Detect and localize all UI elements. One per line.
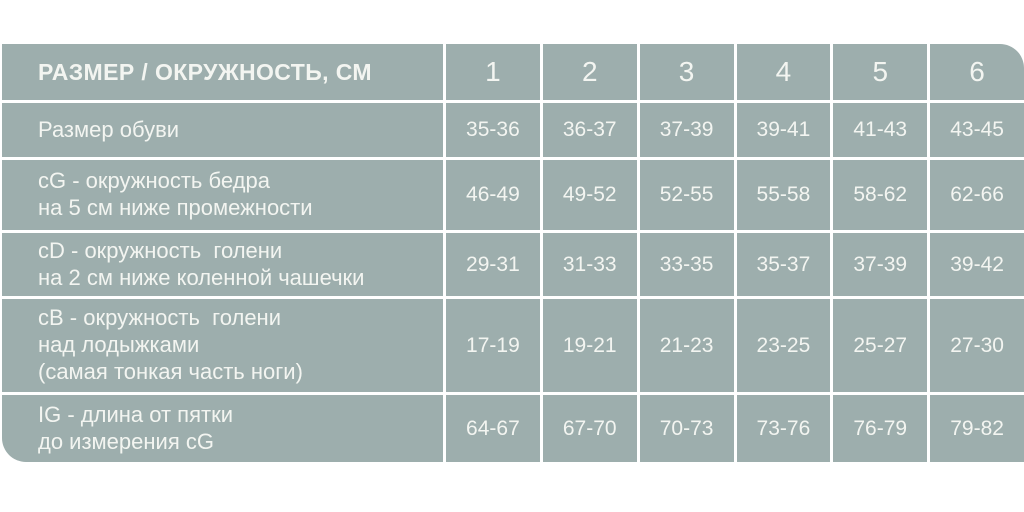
value-cell: 35-37 [736, 233, 831, 296]
column-header-3: 3 [639, 44, 734, 100]
value-cell: 70-73 [639, 395, 734, 462]
value-cell: 29-31 [446, 233, 540, 296]
row-label-shoe-size: Размер обуви [2, 103, 443, 157]
column-header-1: 1 [446, 44, 540, 100]
column-header-label: 6 [969, 56, 985, 87]
value-cell: 52-55 [639, 160, 734, 230]
row-label-text: cG - окружность бедра на 5 см ниже проме… [38, 168, 313, 220]
value-cell: 23-25 [736, 299, 831, 392]
value-cell: 27-30 [930, 299, 1024, 392]
value-cell: 43-45 [930, 103, 1024, 157]
row-label-cb-ankle: cB - окружность голени над лодыжками (са… [2, 299, 443, 392]
value-cell: 62-66 [930, 160, 1024, 230]
table-title: РАЗМЕР / ОКРУЖНОСТЬ, СМ [38, 58, 372, 85]
value-cell: 39-42 [930, 233, 1024, 296]
column-header-4: 4 [736, 44, 831, 100]
value-cell: 49-52 [542, 160, 637, 230]
value-cell: 64-67 [446, 395, 540, 462]
value-cell: 31-33 [542, 233, 637, 296]
column-header-5: 5 [833, 44, 928, 100]
column-header-label: 5 [872, 56, 889, 87]
column-header-label: 2 [581, 56, 598, 87]
value-cell: 58-62 [833, 160, 928, 230]
value-cell: 46-49 [446, 160, 540, 230]
column-header-2: 2 [542, 44, 637, 100]
value-cell: 19-21 [542, 299, 637, 392]
column-header-6: 6 [930, 44, 1024, 100]
value-cell: 25-27 [833, 299, 928, 392]
row-label-ig-length: IG - длина от пятки до измерения cG [2, 395, 443, 462]
value-cell: 67-70 [542, 395, 637, 462]
value-cell: 36-37 [542, 103, 637, 157]
value-cell: 37-39 [639, 103, 734, 157]
row-label-cg-thigh: cG - окружность бедра на 5 см ниже проме… [2, 160, 443, 230]
table-header-title-cell: РАЗМЕР / ОКРУЖНОСТЬ, СМ [2, 44, 443, 100]
row-label-cd-calf: cD - окружность голени на 2 см ниже коле… [2, 233, 443, 296]
size-table: РАЗМЕР / ОКРУЖНОСТЬ, СМ 1 2 3 4 5 6 Разм… [2, 44, 1024, 462]
column-header-label: 4 [775, 56, 792, 87]
value-cell: 33-35 [639, 233, 734, 296]
row-label-text: IG - длина от пятки до измерения cG [38, 401, 233, 454]
column-header-label: 1 [485, 56, 501, 87]
value-cell: 41-43 [833, 103, 928, 157]
row-label-text: cD - окружность голени на 2 см ниже коле… [38, 237, 365, 290]
value-cell: 35-36 [446, 103, 540, 157]
value-cell: 76-79 [833, 395, 928, 462]
value-cell: 73-76 [736, 395, 831, 462]
column-header-label: 3 [678, 56, 695, 87]
value-cell: 17-19 [446, 299, 540, 392]
value-cell: 39-41 [736, 103, 831, 157]
row-label-text: cB - окружность голени над лодыжками (са… [38, 305, 303, 384]
value-cell: 37-39 [833, 233, 928, 296]
row-label-text: Размер обуви [38, 116, 180, 142]
value-cell: 21-23 [639, 299, 734, 392]
value-cell: 55-58 [736, 160, 831, 230]
value-cell: 79-82 [930, 395, 1024, 462]
